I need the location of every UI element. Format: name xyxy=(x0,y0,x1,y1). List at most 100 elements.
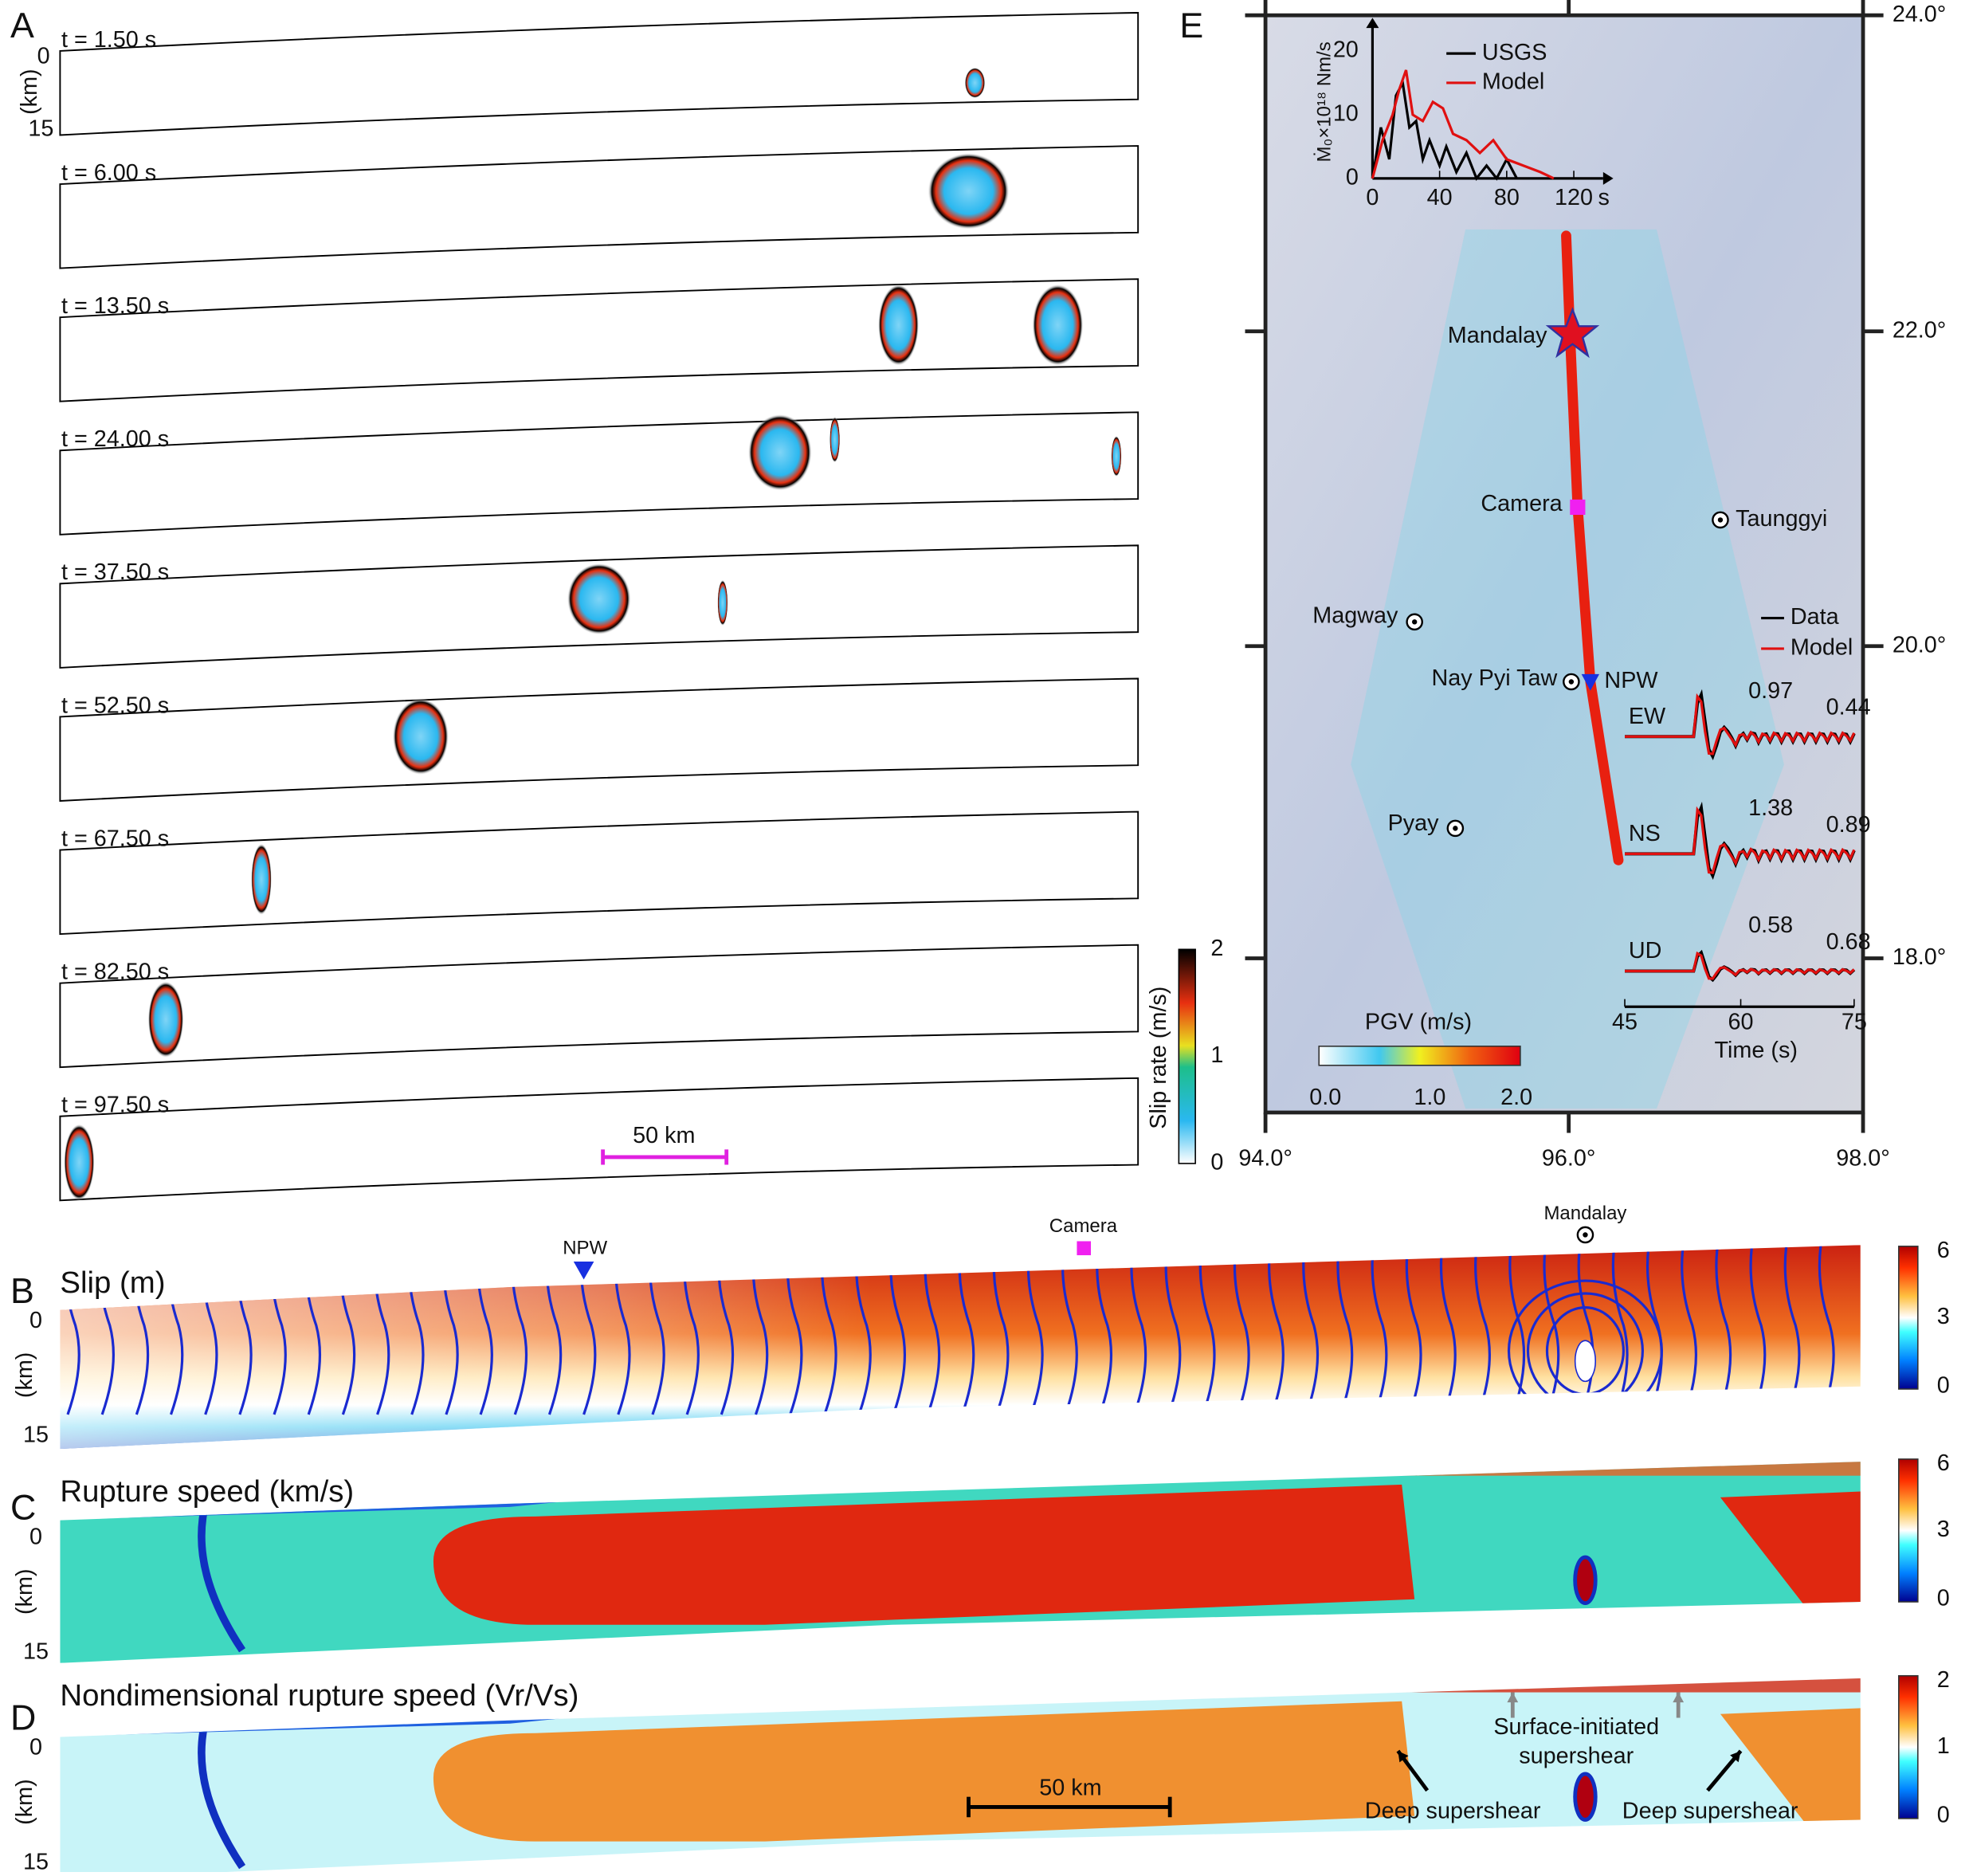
place-label: Magway xyxy=(1312,603,1398,629)
waveform-model xyxy=(1625,951,1855,980)
colorbar-tick: 2 xyxy=(1937,1667,1950,1693)
panel-label: E xyxy=(1179,6,1203,45)
moment-model xyxy=(1371,69,1555,180)
scale-label: 50 km xyxy=(633,1123,695,1148)
slip-shade xyxy=(60,1245,1861,1450)
time-label: t = 1.50 s xyxy=(61,27,156,53)
y-tick-label: 0 xyxy=(1346,164,1359,190)
arrow xyxy=(1366,18,1379,29)
contour xyxy=(1818,1245,1835,1415)
component-label: EW xyxy=(1629,704,1666,729)
x-unit: s xyxy=(1598,185,1609,210)
contour xyxy=(1645,1245,1663,1415)
speed-top xyxy=(764,1678,1861,1693)
colorbar-title: PGV (m/s) xyxy=(1365,1010,1472,1035)
peak-label: 0.89 xyxy=(1826,812,1871,838)
y-tick-label: 20 xyxy=(1333,37,1359,63)
place-label: Taunggyi xyxy=(1736,506,1827,532)
x-tick-label: 0 xyxy=(1366,185,1379,210)
colorbar-tick: 2.0 xyxy=(1500,1085,1532,1110)
colorbar-tick: 0 xyxy=(1937,1585,1950,1611)
place-label: Mandalay xyxy=(1448,323,1547,348)
legend-label: Data xyxy=(1791,604,1839,630)
x-tick-label: 40 xyxy=(1427,185,1453,210)
lon-label: 98.0° xyxy=(1836,1146,1890,1172)
lat-label: 24.0° xyxy=(1893,2,1947,27)
slip-front xyxy=(64,1124,95,1201)
colorbar-tick: 0 xyxy=(1210,1150,1223,1175)
legend-label: Model xyxy=(1482,69,1544,95)
epicenter xyxy=(1545,307,1600,359)
panel-label: A xyxy=(10,6,34,45)
place-label: Pyay xyxy=(1388,810,1440,836)
component-label: NS xyxy=(1629,821,1661,846)
contour xyxy=(1715,1245,1732,1415)
waveform-model xyxy=(1625,693,1856,756)
annotation: Deep supershear xyxy=(1365,1798,1541,1823)
contour xyxy=(1783,1245,1801,1415)
colorbar xyxy=(1898,1458,1919,1603)
speed-zone xyxy=(1720,1490,1861,1612)
depth-label: 15 xyxy=(28,116,53,142)
arrow xyxy=(1602,171,1614,185)
fault-strip xyxy=(59,411,1139,536)
fault-strip xyxy=(59,810,1139,936)
depth-label: 0 xyxy=(37,44,50,69)
camera-marker xyxy=(1570,499,1586,516)
city xyxy=(1583,1232,1588,1238)
colorbar-title: Slip rate (m/s) xyxy=(1146,987,1171,1129)
x-tick-label: 60 xyxy=(1728,1010,1754,1035)
map-background xyxy=(1263,13,1865,1115)
slip-front xyxy=(747,414,812,491)
lon-label: 96.0° xyxy=(1542,1146,1596,1172)
x-tick-label: 120 xyxy=(1555,185,1593,210)
colorbar-tick: 0 xyxy=(1937,1802,1950,1827)
peak-label: 0.58 xyxy=(1748,912,1793,938)
legend-label: Model xyxy=(1791,635,1853,661)
colorbar-tick: 0 xyxy=(1937,1372,1950,1398)
colorbar-tick: 2 xyxy=(1210,936,1223,961)
panel-label: C xyxy=(10,1488,36,1528)
legend-label: USGS xyxy=(1482,40,1547,65)
colorbar xyxy=(1178,948,1196,1164)
fault-strip xyxy=(59,278,1139,402)
colorbar-tick: 6 xyxy=(1937,1450,1950,1476)
slip-front xyxy=(147,981,184,1058)
annotation: Surface-initiated xyxy=(1493,1714,1659,1740)
fault-strip xyxy=(59,1077,1139,1202)
time-label: t = 97.50 s xyxy=(61,1093,169,1118)
colorbar xyxy=(1898,1246,1919,1390)
contour xyxy=(1681,1245,1698,1415)
time-label: t = 24.00 s xyxy=(61,426,169,452)
contour xyxy=(1749,1245,1767,1415)
speed-stripe xyxy=(198,1725,246,1870)
depth-unit: (km) xyxy=(17,69,42,115)
pgv-field xyxy=(1351,229,1784,1109)
peak-label: 0.68 xyxy=(1826,929,1871,955)
fault-strip xyxy=(59,12,1139,136)
arrow-head xyxy=(1507,1692,1519,1703)
speed-top xyxy=(764,1462,1861,1476)
colorbar-tick: 6 xyxy=(1937,1238,1950,1263)
depth-label: 0 xyxy=(29,1308,42,1333)
colorbar-tick: 3 xyxy=(1937,1517,1950,1542)
lat-label: 18.0° xyxy=(1893,944,1947,970)
time-label: t = 52.50 s xyxy=(61,693,169,718)
arrow-head xyxy=(1730,1751,1741,1763)
fault-panel xyxy=(60,1245,1861,1450)
x-tick-label: 75 xyxy=(1842,1010,1867,1035)
hypocenter-zone xyxy=(1574,1340,1597,1383)
colorbar-tick: 0.0 xyxy=(1309,1085,1341,1110)
colorbar-tick: 1 xyxy=(1937,1733,1950,1759)
slip-front xyxy=(567,563,631,635)
annotation: Deep supershear xyxy=(1622,1798,1798,1823)
depth-label: 0 xyxy=(29,1525,42,1550)
colorbar-tick: 1.0 xyxy=(1414,1085,1445,1110)
colorbar-tick: 1 xyxy=(1210,1042,1223,1068)
marker-label: Camera xyxy=(1049,1215,1118,1237)
time-label: t = 82.50 s xyxy=(61,959,169,984)
y-label: Ṁ₀×10¹⁸ Nm/s xyxy=(1314,41,1336,162)
colorbar xyxy=(1898,1674,1919,1819)
colorbar-tick: 3 xyxy=(1937,1304,1950,1329)
